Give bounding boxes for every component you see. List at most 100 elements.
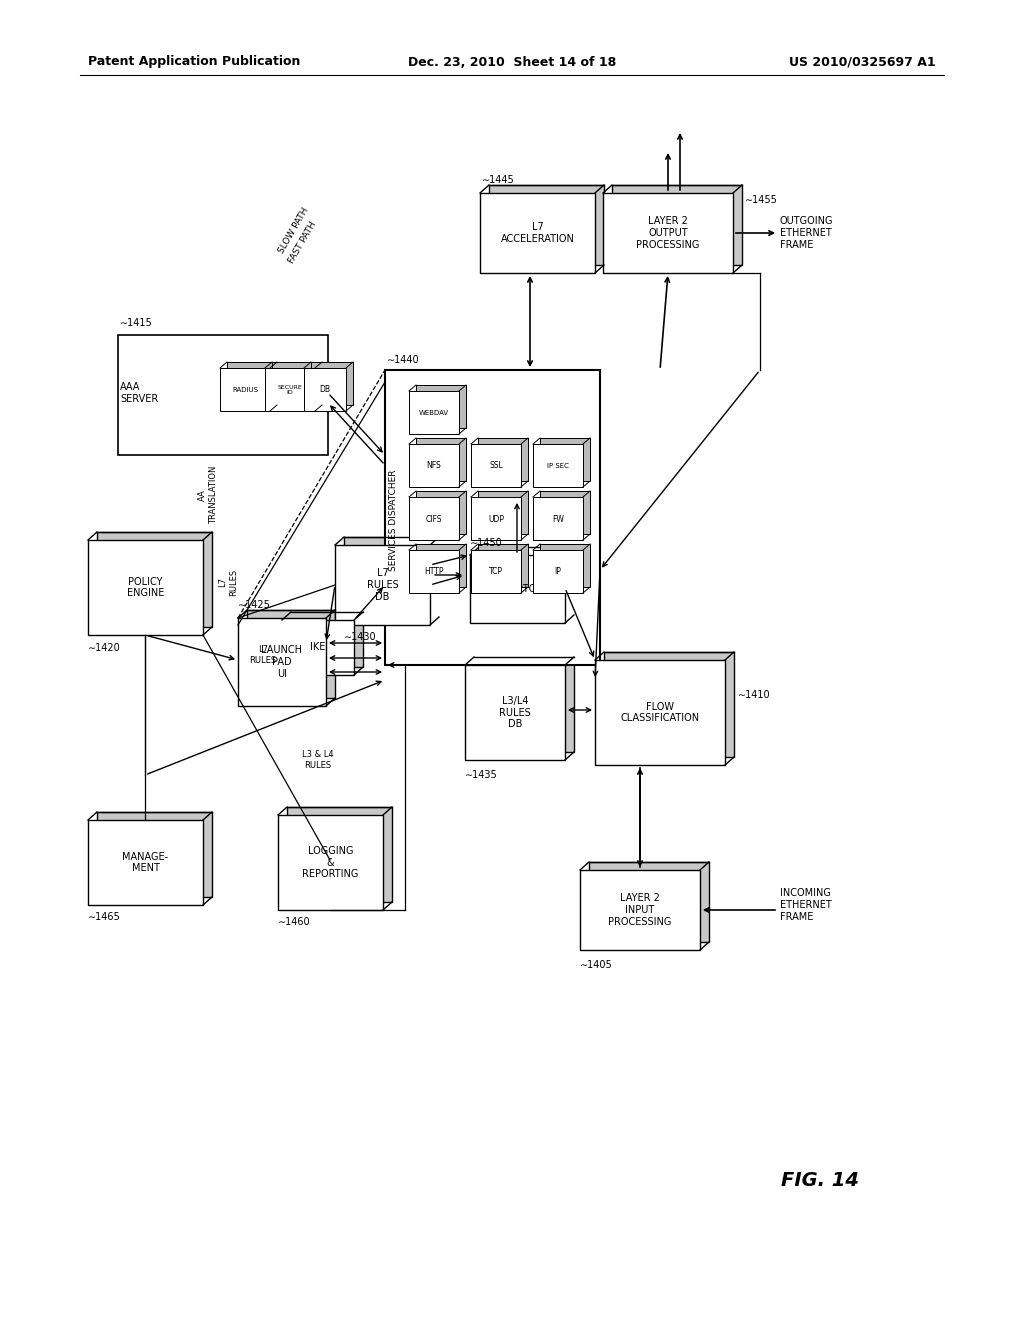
Bar: [97, 812, 212, 898]
Bar: [265, 368, 315, 411]
Text: MANAGE-
MENT: MANAGE- MENT: [123, 851, 169, 874]
Bar: [287, 807, 392, 902]
Bar: [311, 362, 353, 405]
Text: UDP: UDP: [488, 515, 504, 524]
Bar: [416, 491, 466, 535]
Bar: [465, 665, 565, 760]
Bar: [589, 862, 709, 942]
Text: ∼1440: ∼1440: [387, 355, 420, 366]
Bar: [416, 438, 466, 480]
Bar: [409, 498, 459, 540]
Text: ∼1445: ∼1445: [482, 176, 515, 185]
Bar: [88, 820, 203, 906]
Text: IP SEC: IP SEC: [547, 463, 569, 469]
Text: SECURE
ID: SECURE ID: [278, 384, 302, 396]
Text: Patent Application Publication: Patent Application Publication: [88, 55, 300, 69]
Text: SLOW PATH: SLOW PATH: [276, 206, 310, 255]
Bar: [344, 537, 439, 616]
Bar: [416, 544, 466, 587]
Text: AA
TRANSLATION: AA TRANSLATION: [199, 466, 218, 524]
Text: L7
RULES: L7 RULES: [250, 645, 276, 665]
Text: TCP: TCP: [489, 568, 503, 577]
Bar: [291, 612, 362, 667]
Bar: [88, 540, 203, 635]
Text: ∼1405: ∼1405: [580, 960, 612, 970]
Bar: [470, 554, 565, 623]
Bar: [534, 444, 583, 487]
Bar: [227, 362, 278, 405]
Text: FIG. 14: FIG. 14: [781, 1171, 859, 1189]
Text: AAA
SERVER: AAA SERVER: [120, 383, 159, 404]
Bar: [409, 550, 459, 593]
Bar: [238, 618, 326, 706]
Text: ∼1415: ∼1415: [120, 318, 153, 327]
Text: HTTP: HTTP: [424, 568, 443, 577]
Text: FLOW
CLASSIFICATION: FLOW CLASSIFICATION: [621, 702, 699, 723]
Text: US 2010/0325697 A1: US 2010/0325697 A1: [790, 55, 936, 69]
Text: ∼1410: ∼1410: [738, 690, 771, 700]
Text: ∼1425: ∼1425: [238, 601, 271, 610]
Text: L7
ACCELERATION: L7 ACCELERATION: [501, 222, 574, 244]
Text: ∼1435: ∼1435: [465, 770, 498, 780]
Bar: [278, 814, 383, 909]
Bar: [272, 362, 322, 405]
Bar: [247, 610, 335, 698]
Text: ∼1455: ∼1455: [745, 195, 778, 205]
Text: ∼1430: ∼1430: [344, 632, 376, 642]
Text: ∼1465: ∼1465: [88, 912, 121, 921]
Bar: [478, 438, 528, 480]
Text: CIFS: CIFS: [426, 515, 442, 524]
Bar: [534, 550, 583, 593]
Bar: [480, 193, 595, 273]
Text: IKE: IKE: [310, 643, 326, 652]
Bar: [580, 870, 700, 950]
Text: CRYPTO: CRYPTO: [499, 583, 537, 594]
Text: LAUNCH
PAD
UI: LAUNCH PAD UI: [261, 645, 302, 678]
Text: INCOMING
ETHERNET
FRAME: INCOMING ETHERNET FRAME: [780, 888, 831, 921]
Bar: [534, 498, 583, 540]
Bar: [478, 491, 528, 535]
Text: Dec. 23, 2010  Sheet 14 of 18: Dec. 23, 2010 Sheet 14 of 18: [408, 55, 616, 69]
Text: IP: IP: [555, 568, 561, 577]
Text: OUTGOING
ETHERNET
FRAME: OUTGOING ETHERNET FRAME: [780, 216, 834, 249]
Text: NFS: NFS: [427, 462, 441, 470]
Text: L7
RULES: L7 RULES: [218, 569, 238, 595]
Bar: [409, 444, 459, 487]
Text: RADIUS: RADIUS: [232, 387, 258, 393]
Bar: [97, 532, 212, 627]
Text: L3 & L4
RULES: L3 & L4 RULES: [302, 750, 334, 770]
Text: LAYER 2
INPUT
PROCESSING: LAYER 2 INPUT PROCESSING: [608, 894, 672, 927]
Text: WEBDAV: WEBDAV: [419, 411, 450, 416]
Bar: [478, 544, 528, 587]
Bar: [595, 660, 725, 766]
Bar: [471, 444, 521, 487]
Bar: [282, 620, 354, 675]
Bar: [118, 335, 328, 455]
Text: L3/L4
RULES
DB: L3/L4 RULES DB: [499, 696, 530, 729]
Bar: [540, 544, 590, 587]
Bar: [385, 370, 600, 665]
Text: SSL: SSL: [489, 462, 503, 470]
Bar: [489, 185, 604, 265]
Bar: [540, 438, 590, 480]
Bar: [540, 491, 590, 535]
Text: ∼1450: ∼1450: [470, 539, 503, 548]
Text: ∼1460: ∼1460: [278, 917, 310, 927]
Bar: [416, 385, 466, 428]
Bar: [471, 550, 521, 593]
Text: SERVICES DISPATCHER: SERVICES DISPATCHER: [389, 469, 398, 570]
Bar: [612, 185, 742, 265]
Text: LOGGING
&
REPORTING: LOGGING & REPORTING: [302, 846, 358, 879]
Text: L7
RULES
DB: L7 RULES DB: [367, 569, 398, 602]
Bar: [335, 545, 430, 624]
Bar: [409, 391, 459, 434]
Text: DB: DB: [319, 385, 331, 395]
Text: POLICY
ENGINE: POLICY ENGINE: [127, 577, 164, 598]
Text: FW: FW: [552, 515, 564, 524]
Bar: [479, 546, 574, 615]
Bar: [603, 193, 733, 273]
Text: ∼1420: ∼1420: [88, 643, 121, 653]
Bar: [604, 652, 734, 756]
Bar: [471, 498, 521, 540]
Bar: [304, 368, 346, 411]
